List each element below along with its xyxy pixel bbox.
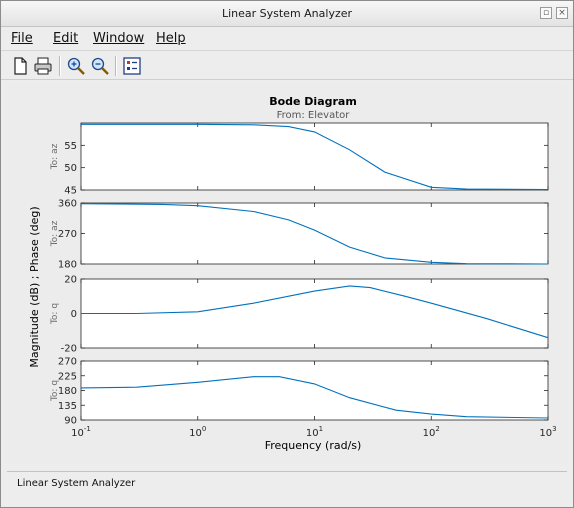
output-label: To: q bbox=[50, 303, 60, 325]
series-line bbox=[80, 376, 549, 419]
status-bar: Linear System Analyzer bbox=[7, 471, 567, 497]
menu-window-label: Window bbox=[93, 31, 145, 46]
menu-help-label: Help bbox=[156, 31, 186, 46]
y-tick-label: 20 bbox=[64, 275, 77, 286]
y-tick-label: 45 bbox=[64, 186, 77, 197]
y-tick-label: 225 bbox=[58, 371, 77, 382]
print-icon[interactable] bbox=[32, 55, 54, 77]
status-text: Linear System Analyzer bbox=[17, 478, 136, 489]
panel-axes bbox=[80, 360, 549, 421]
chart-panels: 45 50 55 To: az 180 270 360 To: az -20 0 20 To: q 90… bbox=[50, 122, 557, 439]
toolbar bbox=[1, 52, 573, 80]
close-icon[interactable]: × bbox=[556, 7, 568, 19]
y-tick-label: 50 bbox=[64, 163, 77, 174]
y-tick-label: 270 bbox=[58, 229, 77, 240]
chart-title: Bode Diagram bbox=[269, 95, 357, 108]
chart-subtitle: From: Elevator bbox=[277, 110, 351, 121]
bode-figure: Bode Diagram From: Elevator Frequency (r… bbox=[7, 83, 567, 465]
panel-axes bbox=[80, 202, 549, 265]
y-tick-label: 270 bbox=[58, 357, 77, 368]
restore-icon[interactable]: ▫ bbox=[540, 7, 552, 19]
y-tick-label: 0 bbox=[71, 309, 77, 320]
series-line bbox=[81, 285, 549, 339]
output-label: To: q bbox=[50, 380, 60, 402]
toolbar-separator bbox=[59, 56, 60, 76]
y-tick-label: -20 bbox=[61, 344, 77, 355]
y-tick-label: 135 bbox=[58, 401, 77, 412]
bode-chart[interactable]: Bode Diagram From: Elevator Frequency (r… bbox=[7, 83, 567, 465]
menu-help[interactable]: Help bbox=[156, 31, 186, 46]
series-line bbox=[81, 123, 549, 191]
menu-file[interactable]: File bbox=[11, 31, 33, 46]
menu-edit[interactable]: Edit bbox=[53, 31, 78, 46]
x-axis-label: Frequency (rad/s) bbox=[265, 439, 362, 452]
series-line bbox=[80, 203, 549, 265]
x-tick-label: 103 bbox=[539, 425, 556, 439]
plot-configuration-icon[interactable] bbox=[121, 55, 143, 77]
y-tick-label: 360 bbox=[58, 199, 77, 210]
output-label: To: az bbox=[50, 143, 60, 170]
zoom-out-icon[interactable] bbox=[89, 55, 111, 77]
x-tick-label: 101 bbox=[306, 425, 323, 439]
menu-edit-label: Edit bbox=[53, 31, 79, 46]
menu-bar: File Edit Window Help bbox=[1, 27, 573, 51]
new-document-icon[interactable] bbox=[9, 55, 31, 77]
menu-window[interactable]: Window bbox=[93, 31, 144, 46]
zoom-in-icon[interactable] bbox=[65, 55, 87, 77]
panel-axes bbox=[80, 122, 549, 191]
window-title: Linear System Analyzer bbox=[221, 7, 353, 20]
toolbar-separator bbox=[115, 56, 116, 76]
output-label: To: az bbox=[50, 220, 60, 247]
y-tick-label: 180 bbox=[58, 386, 77, 397]
title-bar[interactable]: Linear System Analyzer ▫ × bbox=[1, 1, 573, 27]
y-tick-label: 55 bbox=[64, 141, 77, 152]
y-axis-label: Magnitude (dB) ; Phase (deg) bbox=[28, 206, 41, 367]
y-tick-label: 90 bbox=[64, 416, 77, 427]
x-tick-label: 10-1 bbox=[71, 425, 91, 439]
y-tick-label: 180 bbox=[58, 260, 77, 271]
x-tick-label: 100 bbox=[189, 425, 206, 439]
x-tick-label: 102 bbox=[423, 425, 440, 439]
menu-file-label: File bbox=[11, 31, 33, 46]
